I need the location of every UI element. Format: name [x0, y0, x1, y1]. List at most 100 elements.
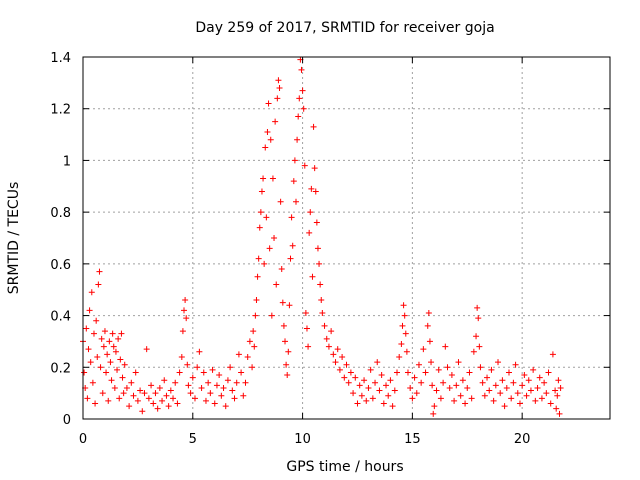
- data-point: [119, 374, 126, 381]
- data-point: [189, 374, 196, 381]
- data-point: [277, 198, 284, 205]
- data-point: [378, 372, 385, 379]
- data-point: [415, 361, 422, 368]
- data-point: [187, 390, 194, 397]
- data-point: [156, 384, 163, 391]
- data-point: [143, 346, 150, 353]
- data-point: [323, 335, 330, 342]
- data-point: [283, 361, 290, 368]
- data-point: [553, 405, 560, 412]
- data-point: [112, 348, 119, 355]
- y-tick-label: 0.8: [50, 206, 71, 221]
- data-point: [374, 359, 381, 366]
- data-point: [541, 379, 548, 386]
- data-point: [224, 377, 231, 384]
- data-point: [403, 348, 410, 355]
- data-point: [437, 395, 444, 402]
- data-point: [298, 66, 305, 73]
- data-point: [295, 113, 302, 120]
- data-point: [313, 219, 320, 226]
- data-point: [152, 390, 159, 397]
- data-point: [468, 395, 475, 402]
- data-point: [101, 328, 108, 335]
- data-point: [428, 359, 435, 366]
- data-point: [252, 312, 259, 319]
- data-point: [222, 403, 229, 410]
- data-point: [178, 353, 185, 360]
- data-point: [218, 392, 225, 399]
- data-point: [286, 302, 293, 309]
- data-point: [341, 374, 348, 381]
- data-point: [402, 330, 409, 337]
- data-point: [198, 384, 205, 391]
- data-point: [426, 338, 433, 345]
- data-point: [543, 390, 550, 397]
- data-point: [311, 165, 318, 172]
- x-tick-label: 10: [294, 432, 311, 447]
- data-point: [284, 372, 291, 379]
- data-point: [200, 369, 207, 376]
- data-point: [167, 387, 174, 394]
- data-points: [80, 56, 564, 417]
- data-point: [457, 392, 464, 399]
- data-point: [525, 377, 532, 384]
- data-point: [396, 353, 403, 360]
- y-tick-label: 1.4: [50, 51, 71, 66]
- data-point: [312, 188, 319, 195]
- data-point: [242, 379, 249, 386]
- data-point: [400, 302, 407, 309]
- data-point: [109, 330, 116, 337]
- data-point: [170, 395, 177, 402]
- data-point: [254, 273, 261, 280]
- data-point: [488, 366, 495, 373]
- data-point: [250, 328, 257, 335]
- data-point: [473, 333, 480, 340]
- data-point: [229, 387, 236, 394]
- data-point: [246, 338, 253, 345]
- data-point: [139, 408, 146, 415]
- data-point: [117, 356, 124, 363]
- data-point: [100, 343, 107, 350]
- data-point: [92, 400, 99, 407]
- data-point: [407, 384, 414, 391]
- data-point: [505, 369, 512, 376]
- data-point: [96, 268, 103, 275]
- data-point: [334, 346, 341, 353]
- data-point: [227, 364, 234, 371]
- data-point: [285, 348, 292, 355]
- y-tick-label: 0: [63, 413, 71, 428]
- data-point: [278, 266, 285, 273]
- data-point: [98, 335, 105, 342]
- data-point: [369, 395, 376, 402]
- data-point: [453, 382, 460, 389]
- data-point: [512, 361, 519, 368]
- data-point: [120, 390, 127, 397]
- data-point: [253, 297, 260, 304]
- data-point: [309, 273, 316, 280]
- data-point: [301, 162, 308, 169]
- data-point: [94, 353, 101, 360]
- y-tick-label: 0.4: [50, 310, 71, 325]
- data-point: [398, 341, 405, 348]
- data-point: [150, 400, 157, 407]
- data-point: [367, 366, 374, 373]
- data-point: [523, 392, 530, 399]
- data-point: [549, 351, 556, 358]
- data-point: [276, 85, 283, 92]
- data-point: [372, 379, 379, 386]
- data-point: [202, 397, 209, 404]
- y-tick-label: 0.2: [50, 361, 71, 376]
- data-point: [174, 400, 181, 407]
- data-point: [363, 397, 370, 404]
- data-point: [114, 366, 121, 373]
- data-point: [235, 351, 242, 358]
- x-tick-label: 0: [79, 432, 87, 447]
- data-point: [321, 322, 328, 329]
- data-point: [318, 297, 325, 304]
- data-point: [296, 95, 303, 102]
- data-point: [503, 384, 510, 391]
- data-point: [179, 328, 186, 335]
- data-point: [267, 136, 274, 143]
- data-point: [310, 123, 317, 130]
- x-tick-label: 20: [514, 432, 531, 447]
